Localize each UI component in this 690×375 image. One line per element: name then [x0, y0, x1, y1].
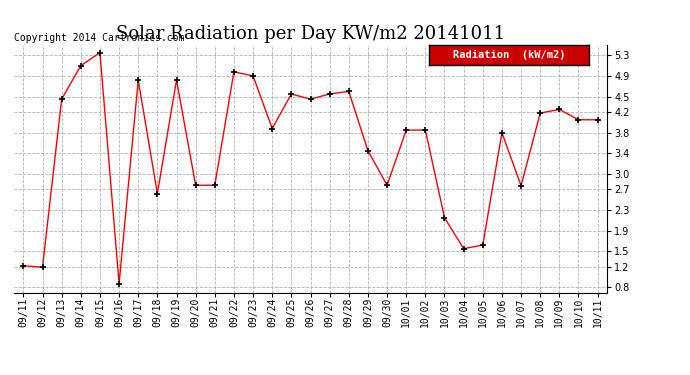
Text: Copyright 2014 Cartronics.com: Copyright 2014 Cartronics.com — [14, 33, 184, 42]
Title: Solar Radiation per Day KW/m2 20141011: Solar Radiation per Day KW/m2 20141011 — [116, 26, 505, 44]
